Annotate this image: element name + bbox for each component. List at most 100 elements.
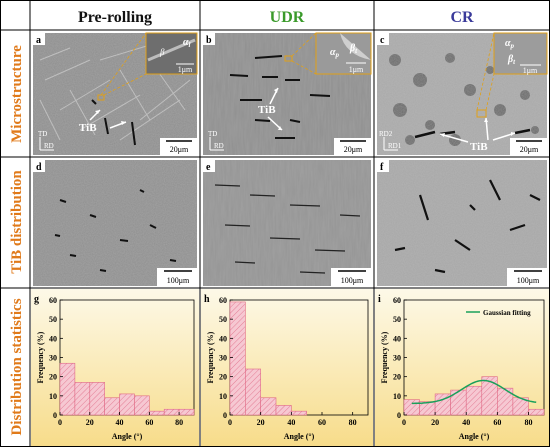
scale-bar-label: 100μm [517, 276, 540, 285]
histogram-background [31, 289, 199, 446]
y-tick-label: 0 [397, 411, 401, 420]
y-tick-label: 0 [223, 411, 227, 420]
distribution-image-f: f 100μm [377, 160, 547, 286]
histogram-bar [450, 389, 467, 416]
histogram-bar [149, 410, 165, 416]
y-tick-label: 30 [219, 354, 227, 363]
panel-letter-c: c [380, 35, 385, 46]
axis-rd1-label: RD1 [388, 142, 402, 150]
histogram-bar [291, 410, 307, 416]
histogram-bar [163, 408, 180, 416]
y-tick-label: 50 [49, 315, 57, 324]
histogram-bar [481, 376, 498, 416]
x-tick-label: 40 [116, 418, 124, 427]
panel-letter-e: e [206, 162, 211, 173]
panel-letter-a: a [36, 35, 41, 46]
panel-letter-f: f [380, 162, 384, 173]
y-tick-label: 10 [393, 392, 401, 401]
row-header-microstructure: Microstructure [9, 45, 25, 143]
scale-bar-label: 20μm [344, 145, 363, 154]
x-tick-label: 60 [145, 418, 153, 427]
histogram-bar [403, 399, 420, 416]
y-tick-label: 10 [219, 392, 227, 401]
axis-td-label: TD [208, 130, 217, 138]
scale-bar-label: 100μm [341, 276, 364, 285]
scale-bar-label: 100μm [167, 276, 190, 285]
x-axis-label: Angle (°) [112, 432, 143, 441]
x-axis-label: Angle (°) [284, 432, 315, 441]
inset-scale-label: 1μm [523, 66, 538, 75]
column-header-pre-rolling: Pre-rolling [78, 9, 152, 26]
panel-letter-d: d [36, 162, 42, 173]
micrograph-c: αp βt 1μm c TiB RD2 RD1 20μm [377, 32, 548, 155]
panel-letter-h: h [204, 294, 210, 305]
inset-beta-label: βt [349, 43, 358, 55]
y-axis-label: Frequency (%) [206, 331, 215, 383]
x-axis-label: Angle (°) [459, 432, 490, 441]
histogram-bar [260, 397, 277, 416]
x-tick-label: 0 [58, 418, 62, 427]
x-tick-label: 80 [524, 418, 532, 427]
x-tick-label: 60 [318, 418, 326, 427]
y-tick-label: 0 [53, 411, 57, 420]
histogram-charts: 0 10 20 30 40 50 60 0 20 40 60 80 Angle (°) Frequency… [34, 294, 545, 441]
x-tick-label: 80 [349, 418, 357, 427]
scale-bar-label: 20μm [170, 145, 189, 154]
x-tick-label: 20 [86, 418, 94, 427]
inset-alpha-label: αl [183, 37, 191, 49]
y-tick-label: 30 [49, 354, 57, 363]
histogram-bar [465, 385, 483, 416]
histogram-bar [134, 395, 150, 416]
micrograph-b: αp βt 1μm b TiB TD RD 20μm [203, 32, 372, 155]
histogram-bar [89, 382, 105, 416]
histogram-bar [119, 393, 135, 416]
histogram-bar [104, 397, 120, 416]
axis-td-label: TD [38, 130, 47, 138]
x-tick-label: 0 [228, 418, 232, 427]
inset-beta-label: β [159, 47, 165, 57]
y-tick-label: 20 [393, 373, 401, 382]
tib-label: TiB [470, 141, 488, 153]
axis-rd2-label: RD2 [379, 130, 393, 138]
y-tick-label: 20 [219, 373, 227, 382]
y-tick-label: 40 [49, 334, 57, 343]
inset-scale-label: 1μm [178, 65, 193, 74]
legend-label: Gaussian fitting [483, 309, 531, 317]
micrograph-a: αl β 1μm a TiB TD RD 20μm [33, 32, 198, 155]
distribution-image-e: e 100μm [203, 160, 371, 286]
histogram-bar [528, 408, 545, 416]
inset-image [145, 32, 198, 75]
row-header-tib-distribution: TiB distribution [9, 170, 25, 274]
x-tick-label: 40 [287, 418, 295, 427]
y-tick-label: 10 [49, 392, 57, 401]
x-tick-label: 80 [175, 418, 183, 427]
x-tick-label: 20 [431, 418, 439, 427]
histogram-bar [59, 362, 76, 416]
y-axis-label: Frequency (%) [380, 331, 389, 383]
scale-bar-label: 20μm [520, 145, 539, 154]
histogram-bar [229, 301, 246, 416]
inset-image [493, 32, 548, 75]
panel-letter-box [33, 33, 45, 45]
tib-label: TiB [258, 104, 276, 116]
row-header-distribution-statistics: Distribution statistics [9, 298, 25, 435]
tib-label: TiB [79, 122, 97, 134]
panel-letter-i: i [378, 294, 381, 305]
x-tick-label: 60 [493, 418, 501, 427]
y-tick-label: 60 [219, 296, 227, 305]
histogram-bar [275, 405, 292, 416]
inset-alpha-label: αp [330, 47, 340, 59]
y-tick-label: 60 [393, 296, 401, 305]
x-tick-label: 20 [257, 418, 265, 427]
inset-alpha-label: αp [505, 38, 515, 50]
gaussian-fit-line [411, 379, 537, 405]
panel-letter-g: g [34, 294, 39, 305]
x-tick-label: 0 [402, 418, 406, 427]
histogram-bar [245, 368, 261, 416]
histogram-bar [178, 408, 195, 416]
y-tick-label: 20 [49, 373, 57, 382]
inset-scale-label: 1μm [349, 65, 364, 74]
y-tick-label: 30 [393, 354, 401, 363]
y-tick-label: 40 [393, 334, 401, 343]
